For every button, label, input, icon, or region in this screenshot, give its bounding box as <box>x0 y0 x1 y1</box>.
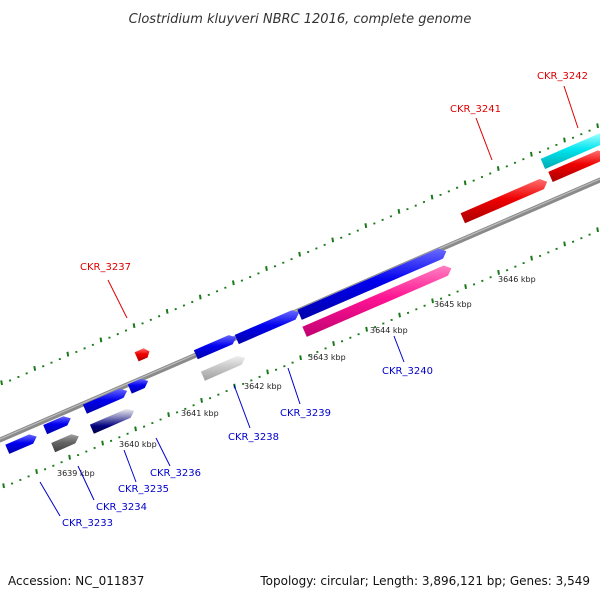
callout-line <box>77 465 95 501</box>
tick-mark <box>530 255 533 261</box>
tick-mark <box>134 426 137 432</box>
gene-label-ckr-3236[interactable]: CKR_3236 <box>150 468 201 479</box>
callout-line <box>563 85 579 129</box>
tick-mark <box>365 326 368 332</box>
gene-ckr-3240[interactable] <box>302 265 452 337</box>
gene-label-ckr-3235[interactable]: CKR_3235 <box>118 484 169 495</box>
gene-label-ckr-3237[interactable]: CKR_3237 <box>80 262 131 273</box>
kbp-label: 3644 kbp <box>370 326 408 335</box>
tick-mark <box>431 298 434 304</box>
accession-label: Accession: NC_011837 <box>8 574 145 588</box>
map-title: Clostridium kluyveri NBRC 12016, complet… <box>129 12 472 27</box>
tick-mark <box>596 227 599 233</box>
tick-mark <box>464 284 467 290</box>
tick-mark <box>165 308 169 314</box>
kbp-label: 3639 kbp <box>57 469 95 478</box>
gene-ckr-3236[interactable] <box>127 378 149 394</box>
kbp-label: 3640 kbp <box>119 440 157 449</box>
tick-mark <box>66 351 70 357</box>
tick-mark <box>2 483 5 489</box>
tick-mark <box>200 397 203 403</box>
tick-mark <box>198 294 202 300</box>
gene-ckr-3235b[interactable] <box>89 408 135 434</box>
tick-mark <box>398 312 401 318</box>
gene-ckr-3242[interactable] <box>540 133 600 169</box>
callout-line <box>123 449 137 483</box>
gene-ckr-3235[interactable] <box>82 388 128 414</box>
gene-ckr-3238[interactable] <box>193 335 237 360</box>
gene-ckr-3234b[interactable] <box>51 434 79 453</box>
gene-ckr-3239[interactable] <box>297 248 447 320</box>
gene-features <box>5 133 600 454</box>
tick-mark <box>529 151 533 157</box>
tick-mark <box>99 337 103 343</box>
kbp-label: 3641 kbp <box>181 409 219 418</box>
tick-mark <box>132 323 136 329</box>
gene-label-ckr-3233[interactable]: CKR_3233 <box>62 518 113 529</box>
kbp-label: 3646 kbp <box>498 275 536 284</box>
callout-line <box>393 335 405 363</box>
tick-mark <box>266 369 269 375</box>
tick-mark <box>231 280 235 286</box>
gene-label-ckr-3234[interactable]: CKR_3234 <box>96 502 147 513</box>
gene-label-ckr-3239[interactable]: CKR_3239 <box>280 408 331 419</box>
tick-mark <box>430 194 434 200</box>
tick-mark <box>35 469 38 474</box>
tick-mark <box>463 180 467 186</box>
tick-mark <box>563 241 566 247</box>
gene-callouts: CKR_3233 CKR_3234 CKR_3235 CKR_3236 CKR_3237… <box>39 71 588 529</box>
gene-ckr-3237[interactable] <box>134 348 150 362</box>
gene-label-ckr-3241[interactable]: CKR_3241 <box>450 104 501 115</box>
gene-ckr-3242b[interactable] <box>548 150 600 182</box>
lower-tick-track <box>2 227 599 489</box>
gene-ckr-3233[interactable] <box>5 434 37 454</box>
callout-line <box>107 279 128 319</box>
kbp-label: 3643 kbp <box>308 353 346 362</box>
tick-mark <box>397 208 401 214</box>
tick-mark <box>332 341 335 346</box>
tick-mark <box>364 223 368 229</box>
kbp-label: 3642 kbp <box>244 382 282 391</box>
callout-line <box>233 384 251 429</box>
gene-ckr-3234[interactable] <box>43 416 71 435</box>
callout-line <box>155 437 171 467</box>
tick-mark <box>265 266 268 271</box>
gene-label-ckr-3242[interactable]: CKR_3242 <box>537 71 588 82</box>
gene-ckr-3238b[interactable] <box>200 355 246 381</box>
topology-label: Topology: circular; Length: 3,896,121 bp… <box>260 574 590 588</box>
tick-mark <box>596 123 599 129</box>
gene-ckr-3241[interactable] <box>460 179 548 224</box>
tick-mark <box>497 269 500 275</box>
tick-mark <box>563 137 566 143</box>
tick-mark <box>68 454 71 460</box>
tick-mark <box>167 412 170 418</box>
gene-label-ckr-3238[interactable]: CKR_3238 <box>228 432 279 443</box>
upper-tick-track <box>0 123 599 386</box>
kbp-label: 3645 kbp <box>434 300 472 309</box>
tick-mark <box>299 355 302 361</box>
callout-line <box>287 367 301 405</box>
tick-mark <box>101 440 104 446</box>
tick-mark <box>0 380 3 386</box>
kbp-scale: 3639 kbp 3640 kbp 3641 kbp 3642 kbp 3643 kbp… <box>57 275 536 478</box>
tick-mark <box>298 251 301 257</box>
tick-mark <box>331 237 335 243</box>
tick-mark <box>33 365 37 371</box>
callout-line <box>39 481 61 517</box>
gene-label-ckr-3240[interactable]: CKR_3240 <box>382 366 433 377</box>
tick-mark <box>496 166 500 172</box>
callout-line <box>475 117 493 161</box>
gene-ckr-3239a[interactable] <box>234 310 300 345</box>
